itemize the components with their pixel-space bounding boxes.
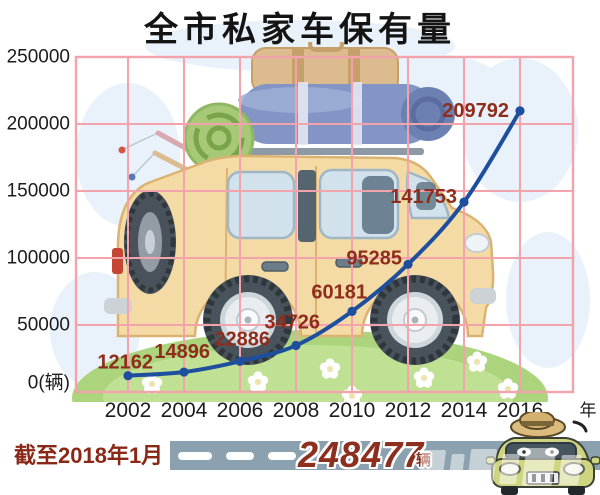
plot-border	[74, 55, 575, 394]
watermark-glyph	[521, 448, 557, 486]
data-point	[179, 367, 189, 377]
footer-caption: 截至2018年1月	[14, 443, 164, 468]
y-tick-label: 100000	[7, 248, 70, 269]
watermark-glyph	[499, 454, 520, 484]
data-point	[459, 197, 469, 207]
watermark-glyph	[417, 450, 447, 484]
data-point	[291, 340, 301, 351]
chart-grid	[74, 55, 575, 394]
data-point	[123, 371, 133, 381]
footer-total-value: 248477	[298, 434, 425, 475]
data-point-label: 22886	[214, 328, 270, 350]
watermark-glyph	[558, 455, 582, 485]
road-dash	[268, 452, 296, 460]
x-tick-label: 2014	[441, 399, 488, 422]
roof-luggage	[183, 42, 455, 174]
road-dash	[178, 452, 212, 460]
y-tick-label: 50000	[17, 315, 70, 336]
x-tick-label: 2010	[329, 399, 376, 422]
y-tick-label: 0(辆)	[28, 372, 70, 394]
motion-swoosh	[572, 420, 588, 433]
x-tick-label: 2002	[105, 399, 152, 422]
data-point-label: 60181	[311, 281, 367, 303]
chart-title: 全市私家车保有量	[144, 11, 456, 49]
y-tick-label: 250000	[7, 47, 70, 68]
van-body	[104, 154, 496, 338]
x-tick-label: 2006	[217, 399, 264, 422]
watermark-glyph	[466, 449, 498, 485]
x-tick-label: 2004	[161, 399, 208, 422]
x-axis-unit: 年	[580, 401, 597, 420]
hat-icon	[510, 412, 566, 438]
watermark-glyph	[448, 454, 465, 484]
y-tick-label: 200000	[7, 114, 70, 135]
watermark	[417, 446, 582, 486]
data-point-label: 14896	[154, 341, 210, 363]
axis-labels: 250000 200000 150000 100000 50000 0(辆) 2002 200…	[7, 47, 597, 423]
data-point-label: 12162	[97, 352, 153, 374]
data-point-label: 209792	[442, 100, 509, 122]
data-point-label: 141753	[390, 186, 457, 208]
data-point-label: 95285	[346, 247, 402, 269]
x-tick-label: 2008	[273, 399, 320, 422]
x-tick-label: 2012	[385, 399, 432, 422]
family-van-with-roof-luggage-illustration	[72, 42, 548, 402]
data-point	[235, 356, 245, 366]
data-point	[347, 306, 357, 316]
road-dash	[226, 452, 254, 460]
data-point	[403, 259, 413, 269]
spare-tire	[124, 190, 176, 294]
data-point	[515, 106, 525, 116]
y-tick-label: 150000	[7, 181, 70, 202]
data-point-label: 34726	[264, 311, 320, 333]
